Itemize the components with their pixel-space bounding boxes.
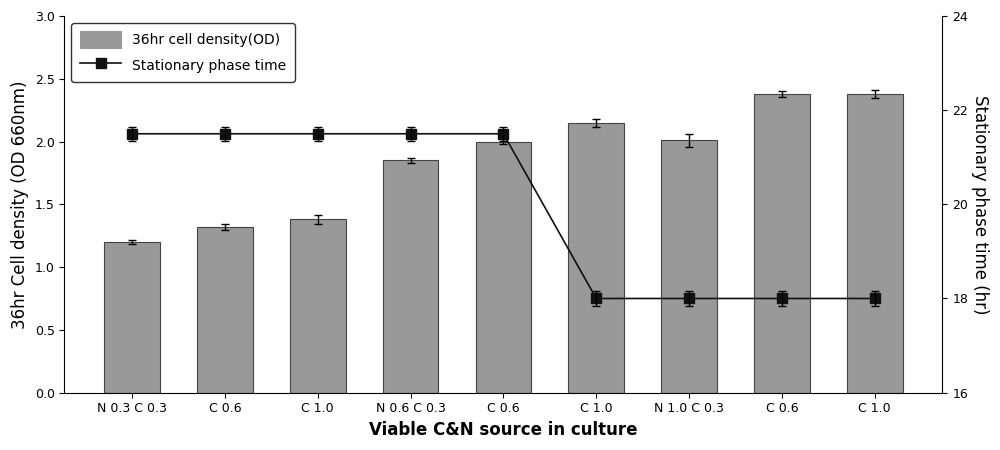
Bar [568,123,624,392]
Bar [383,161,438,392]
Bar [197,227,253,392]
Y-axis label: Stationary phase time (hr): Stationary phase time (hr) [971,94,989,314]
Bar [661,140,717,392]
Y-axis label: 36hr Cell density (OD 660nm): 36hr Cell density (OD 660nm) [11,80,29,328]
X-axis label: Viable C&N source in culture: Viable C&N source in culture [369,421,638,439]
Legend: 36hr cell density(OD), Stationary phase time: 36hr cell density(OD), Stationary phase … [71,23,295,82]
Bar [754,94,810,392]
Bar [476,142,531,392]
Bar [290,220,346,392]
Bar [847,94,903,392]
Bar [104,242,160,392]
